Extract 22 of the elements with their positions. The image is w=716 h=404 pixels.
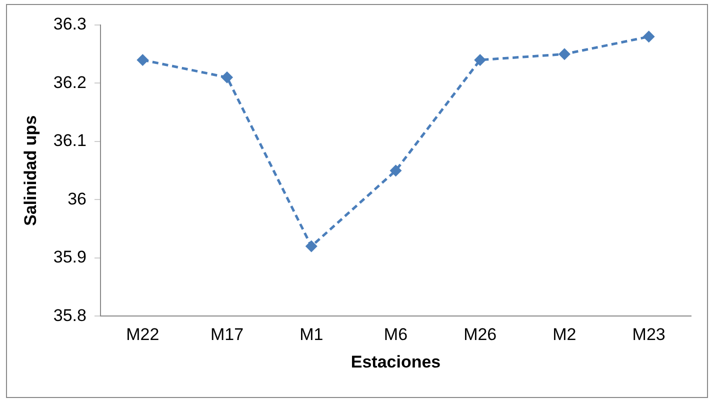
point [305,240,318,252]
point [136,54,149,66]
y-tick-label: 35.8 [53,306,86,325]
x-tick-label: M23 [632,325,666,344]
x-tick-label: M22 [126,325,160,344]
x-tick-label: M17 [210,325,244,344]
x-tick-label: M26 [464,325,497,344]
y-tick-label: 36 [68,189,86,208]
y-tick-label: 36.3 [53,14,86,34]
point [642,30,655,43]
point [221,71,234,84]
x-tick-label: M6 [384,325,408,344]
point [558,48,570,60]
point [474,54,486,66]
y-axis-title: Salinidad ups [20,115,40,226]
y-tick-label: 36.1 [53,131,86,150]
x-tick-label: M2 [552,325,576,344]
x-tick-label: M1 [300,325,324,344]
y-tick-label: 36.2 [53,72,86,92]
x-axis-title: Estaciones [350,352,441,372]
y-tick-label: 35.9 [53,248,86,267]
point [390,164,402,177]
